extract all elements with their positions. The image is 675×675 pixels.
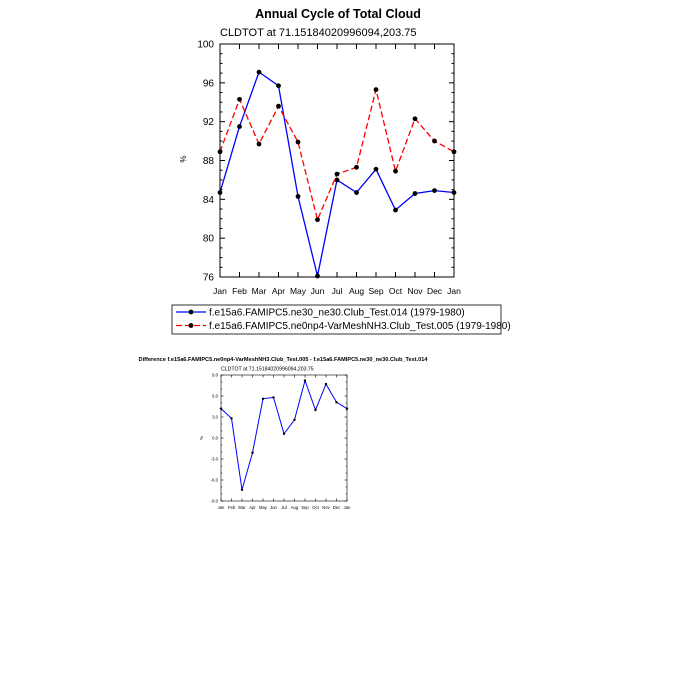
data-point [324,382,328,386]
x-tick-label: Mar [238,505,246,510]
x-tick-label: Aug [291,505,299,510]
data-point [295,139,301,145]
x-tick-label: Apr [272,286,285,296]
x-tick-label: Feb [228,505,236,510]
x-tick-label: Sep [368,286,383,296]
x-tick-label: Jun [311,286,325,296]
x-tick-label: Apr [249,505,256,510]
x-tick-label: Jul [332,286,343,296]
data-point [315,217,320,223]
data-point [373,166,379,172]
main-chart-marks [217,69,457,279]
data-point [276,103,281,109]
x-tick-label: Mar [252,286,267,296]
y-tick-label: 96 [203,78,215,89]
x-tick-label: Feb [232,286,247,296]
x-tick-label: May [259,505,268,510]
x-tick-label: Aug [349,286,364,296]
x-tick-label: Oct [312,505,319,510]
y-tick-label: 80 [203,234,215,245]
data-point [432,138,437,144]
main-chart: Annual Cycle of Total Cloud CLDTOT at 71… [171,7,511,335]
difference-plot-frame [220,374,348,502]
difference-chart-marks [219,378,349,491]
x-tick-label: Dec [427,286,443,296]
data-point [237,124,242,129]
x-tick-label: Jan [447,286,461,296]
x-tick-label: Sep [301,505,309,510]
x-tick-label: Nov [322,505,330,510]
difference-y-axis-label: % [199,436,204,440]
main-chart-axes: 76 80 84 88 92 96 100 Jan Feb Mar Apr May Jun Jul Aug S… [197,40,461,297]
y-tick-label: 9.0 [212,372,218,377]
y-tick-label: -3.0 [211,456,219,461]
data-point [295,194,301,199]
difference-chart: Difference f.e15a6.FAMIPC5.ne0np4-VarMes… [139,357,429,510]
data-point [261,397,265,400]
data-point [256,141,262,147]
x-tick-label: Dec [333,505,340,510]
y-tick-label: 100 [197,40,214,51]
data-point [276,83,281,89]
main-y-axis-label: % [179,155,188,162]
main-plot-frame [219,43,455,278]
data-point [303,379,307,382]
main-chart-subtitle: CLDTOT at 71.15184020996094,203.75 [220,27,417,39]
legend-box [171,304,502,335]
data-point [293,418,296,421]
data-point [432,188,437,193]
x-tick-label: Jul [281,505,286,510]
difference-chart-subtitle: CLDTOT at 71.15184020996094,203.75 [221,367,314,373]
y-tick-label: -9.0 [211,498,219,503]
data-point [393,168,398,174]
data-point [412,116,418,122]
x-tick-label: Jan [344,505,351,510]
legend-label-1: f.e15a6.FAMIPC5.ne30_ne30.Club_Test.014 … [209,308,465,319]
data-point [334,177,340,183]
y-tick-label: 84 [203,195,215,206]
y-tick-label: 76 [203,273,215,284]
data-point [354,190,359,195]
y-tick-label: 0.0 [212,435,218,440]
data-point [240,488,244,491]
data-point [251,451,254,454]
data-point [354,164,359,170]
x-tick-label: Nov [407,286,423,296]
y-tick-label: 88 [203,156,215,167]
data-point [314,408,317,412]
x-tick-label: Jan [218,505,225,510]
data-point [334,171,340,177]
main-chart-title: Annual Cycle of Total Cloud [255,7,421,21]
x-tick-label: Oct [389,286,403,296]
x-tick-label: May [290,286,307,296]
legend: f.e15a6.FAMIPC5.ne30_ne30.Club_Test.014 … [171,304,511,335]
data-point [230,417,233,420]
legend-marker [188,323,194,328]
y-tick-label: 92 [203,117,215,128]
x-tick-label: Jun [270,505,277,510]
data-point [272,396,275,399]
data-point [335,401,338,404]
data-point [412,191,418,196]
y-tick-label: -6.0 [211,477,219,482]
difference-chart-title: Difference f.e15a6.FAMIPC5.ne0np4-VarMes… [139,357,429,363]
data-point [373,87,379,93]
data-point [282,432,286,435]
y-tick-label: 6.0 [212,393,218,398]
legend-label-2: f.e15a6.FAMIPC5.ne0np4-VarMeshNH3.Club_T… [209,321,511,332]
data-point [393,207,398,213]
x-tick-label: Jan [213,286,227,296]
data-point [256,69,262,75]
y-tick-label: 3.0 [212,414,218,419]
data-point [237,96,242,102]
legend-marker [188,309,194,315]
